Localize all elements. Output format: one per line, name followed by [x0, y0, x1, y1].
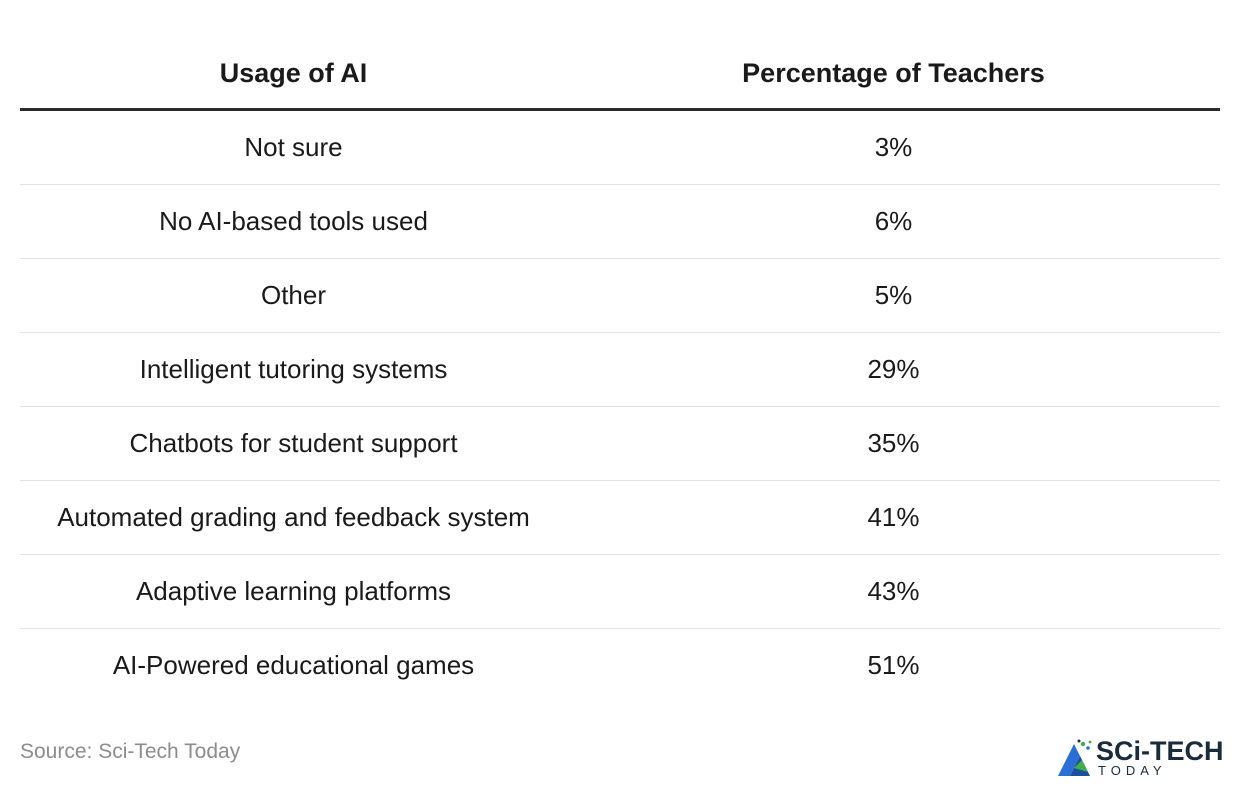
row-label: Intelligent tutoring systems [139, 354, 448, 384]
logo-subtitle: TODAY [1098, 763, 1167, 778]
row-label: Not sure [244, 132, 343, 162]
row-label: Other [260, 280, 327, 310]
row-value: 35% [867, 428, 920, 458]
table-header-row: Usage of AI Percentage of Teachers [20, 38, 1220, 111]
row-value: 51% [867, 650, 920, 680]
table-row: AI-Powered educational games 51% [20, 629, 1220, 702]
row-value: 29% [867, 354, 920, 384]
table-row: Intelligent tutoring systems 29% [20, 333, 1220, 407]
logo-title: SCi-TECH [1096, 736, 1224, 766]
row-label: Adaptive learning platforms [135, 576, 452, 606]
table-row: Automated grading and feedback system 41% [20, 481, 1220, 555]
row-label: AI-Powered educational games [112, 650, 475, 680]
table-body: Not sure 3% No AI-based tools used 6% Other 5… [20, 111, 1220, 702]
row-value: 41% [867, 502, 920, 532]
column-header-percentage: Percentage of Teachers [742, 57, 1045, 88]
row-value: 6% [874, 206, 913, 236]
row-value: 43% [867, 576, 920, 606]
row-label: Chatbots for student support [129, 428, 458, 458]
table-row: Adaptive learning platforms 43% [20, 555, 1220, 629]
table-row: Other 5% [20, 259, 1220, 333]
sci-tech-logo: SCi-TECH TODAY [1056, 736, 1234, 780]
column-header-usage: Usage of AI [219, 57, 368, 88]
source-note: Source: Sci-Tech Today [20, 740, 241, 763]
row-label: Automated grading and feedback system [57, 502, 530, 532]
row-value: 5% [874, 280, 913, 310]
row-label: No AI-based tools used [159, 206, 428, 236]
sci-tech-logo-icon [1058, 739, 1092, 776]
table-row: Chatbots for student support 35% [20, 407, 1220, 481]
data-table: Usage of AI Percentage of Teachers Not s… [20, 38, 1220, 702]
row-value: 3% [874, 132, 913, 162]
table-row: Not sure 3% [20, 111, 1220, 185]
table-row: No AI-based tools used 6% [20, 185, 1220, 259]
